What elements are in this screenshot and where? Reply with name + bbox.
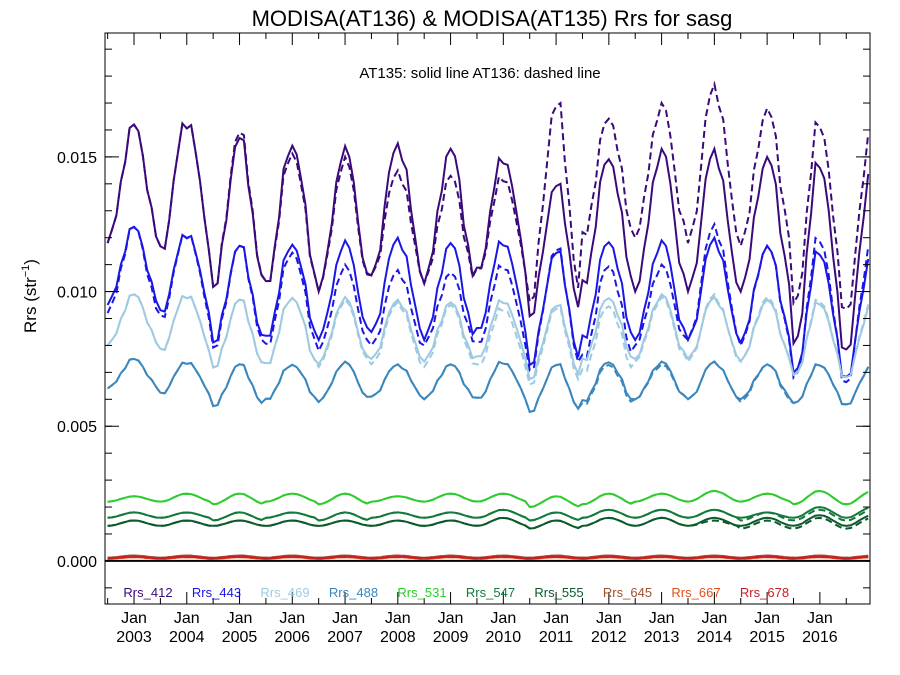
rrs-547-at135-solid-line — [107, 506, 869, 522]
legend-label-rrs-678: Rrs_678 — [740, 585, 789, 600]
y-axis-label-exponent: −1 — [20, 265, 32, 278]
x-tick-label-month: Jan — [438, 610, 464, 627]
line-style-note: AT135: solid line AT136: dashed line — [359, 65, 600, 82]
x-tick-label-year: 2013 — [644, 629, 680, 646]
x-tick-label-year: 2005 — [222, 629, 258, 646]
legend-label-rrs-469: Rrs_469 — [260, 585, 309, 600]
x-tick-label-year: 2008 — [380, 629, 416, 646]
x-tick-label-month: Jan — [332, 610, 358, 627]
rrs-555-at135-solid-line — [107, 514, 869, 530]
x-tick-label-month: Jan — [121, 610, 147, 627]
y-tick-label: 0.005 — [57, 419, 97, 436]
x-tick-label-month: Jan — [543, 610, 569, 627]
x-tick-label-year: 2010 — [486, 629, 522, 646]
x-tick-label-month: Jan — [385, 610, 411, 627]
x-tick-label-year: 2016 — [802, 629, 838, 646]
y-tick-label: 0.000 — [57, 554, 97, 571]
legend-label-rrs-547: Rrs_547 — [466, 585, 515, 600]
rrs-443-at136-dashed-line — [106, 221, 870, 384]
y-tick-label: 0.015 — [57, 150, 97, 167]
x-tick-label-year: 2012 — [591, 629, 627, 646]
x-tick-label-month: Jan — [596, 610, 622, 627]
x-tick-label-month: Jan — [279, 610, 305, 627]
legend-label-rrs-412: Rrs_412 — [123, 585, 172, 600]
x-tick-label-year: 2003 — [116, 629, 152, 646]
rrs-547-at136-dashed-line — [107, 508, 869, 522]
x-tick-label-month: Jan — [174, 610, 200, 627]
legend-label-rrs-667: Rrs_667 — [671, 585, 720, 600]
x-tick-label-year: 2007 — [327, 629, 363, 646]
y-axis-label-main: Rrs (str — [21, 277, 40, 333]
y-tick-label: 0.010 — [57, 285, 97, 302]
x-tick-label-year: 2009 — [433, 629, 469, 646]
rrs-678-at135-solid-line — [107, 555, 869, 560]
x-tick-label-year: 2004 — [169, 629, 205, 646]
x-tick-label-month: Jan — [754, 610, 780, 627]
rrs-488-at135-solid-line — [107, 357, 870, 414]
x-tick-label-year: 2011 — [539, 629, 574, 646]
x-tick-label-month: Jan — [490, 610, 516, 627]
plot-lines — [106, 80, 870, 560]
rrs-412-at136-dashed-line — [106, 80, 870, 311]
x-tick-label-year: 2014 — [697, 629, 733, 646]
x-tick-label-year: 2006 — [274, 629, 310, 646]
x-tick-label-month: Jan — [807, 610, 833, 627]
y-axis-label-close: ) — [21, 259, 40, 265]
rrs-412-at135-solid-line — [106, 121, 870, 351]
legend-label-rrs-645: Rrs_645 — [603, 585, 652, 600]
legend-label-rrs-443: Rrs_443 — [192, 585, 241, 600]
rrs-469-at135-solid-line — [106, 292, 870, 381]
x-tick-label-month: Jan — [701, 610, 727, 627]
legend: Rrs_412 Rrs_443 Rrs_469 Rrs_488 Rrs_531 Rrs_5… — [123, 585, 789, 600]
rrs-443-at135-solid-line — [106, 225, 870, 378]
x-tick-label-month: Jan — [227, 610, 253, 627]
x-tick-label-month: Jan — [649, 610, 675, 627]
x-tick-label-year: 2015 — [749, 629, 785, 646]
legend-label-rrs-555: Rrs_555 — [534, 585, 583, 600]
legend-label-rrs-488: Rrs_488 — [329, 585, 378, 600]
y-axis-label: Rrs (str−1) — [20, 259, 40, 333]
chart-title: MODISA(AT136) & MODISA(AT135) Rrs for sa… — [252, 6, 733, 31]
legend-label-rrs-531: Rrs_531 — [397, 585, 446, 600]
axes: 0.000 0.005 0.010 0.015 Jan 2003 Jan 2004 Jan 200… — [57, 32, 871, 646]
rrs-531-at135-solid-line — [107, 489, 869, 509]
